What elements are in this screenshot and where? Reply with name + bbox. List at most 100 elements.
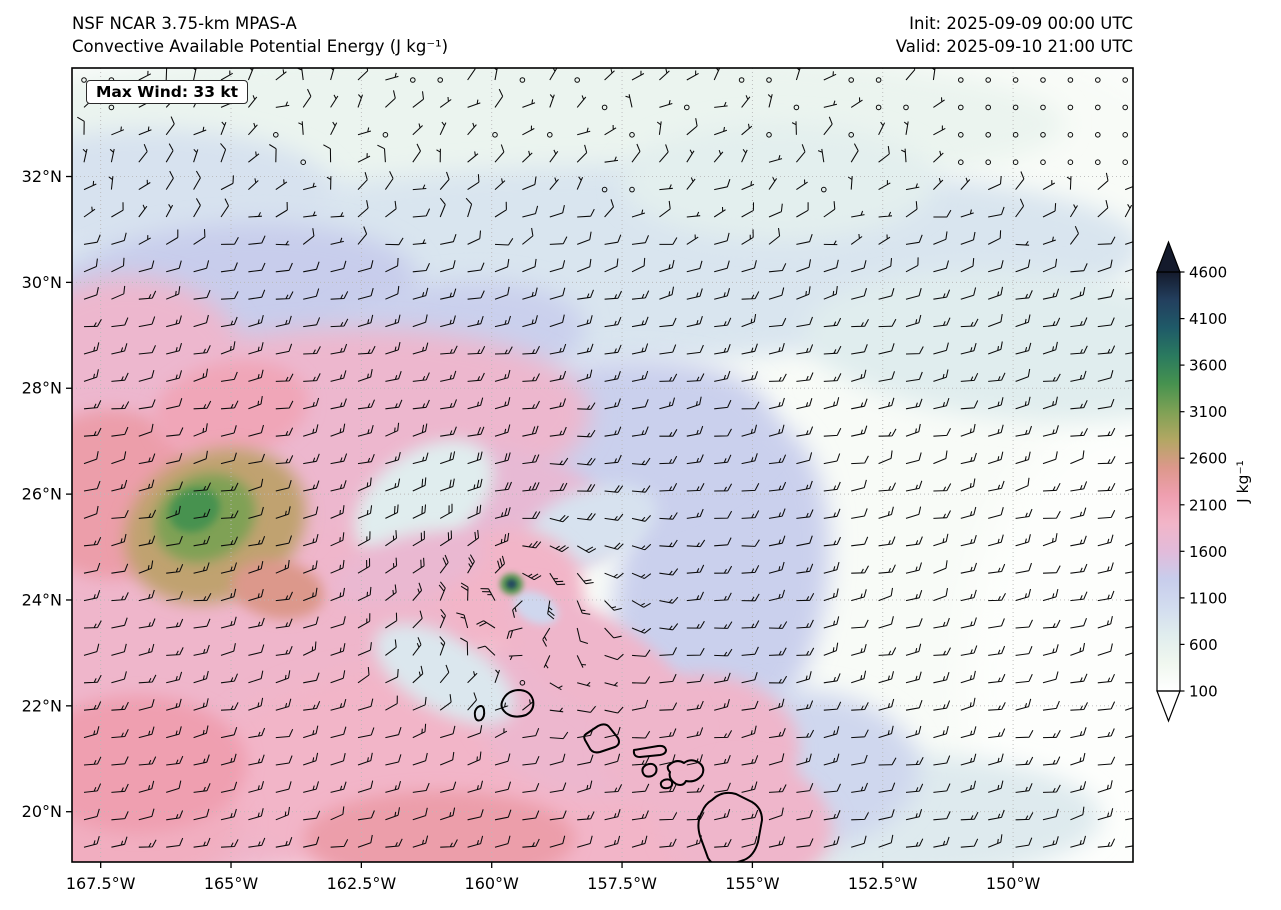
gridlines <box>72 68 1133 862</box>
calm-wind-circle <box>766 132 772 138</box>
y-tick-label: 32°N <box>22 167 62 186</box>
x-tick-label: 162.5°W <box>327 874 397 893</box>
colorbar-tick-label: 2100 <box>1189 496 1227 514</box>
cape-blob <box>169 487 220 533</box>
calm-wind-circle <box>1012 159 1019 165</box>
time-block: Init: 2025-09-09 00:00 UTC Valid: 2025-0… <box>733 12 1133 58</box>
cape-blob <box>622 123 935 240</box>
calm-wind-circle <box>848 77 855 83</box>
calm-wind-circle <box>1122 132 1128 138</box>
calm-wind-circle <box>1122 159 1128 165</box>
calm-wind-circle <box>108 104 115 111</box>
coastlines <box>473 689 763 862</box>
colorbar-tick-label: 3600 <box>1189 357 1227 375</box>
colorbar: 100 600 1100 1600 2100 2600 3100 3600 4100 4600 J … <box>1156 240 1252 723</box>
calm-wind-circle <box>985 132 992 138</box>
colorbar-gradient <box>1157 272 1180 691</box>
x-tick-label: 157.5°W <box>587 874 657 893</box>
calm-wind-circle <box>821 186 827 193</box>
calm-wind-circle <box>547 132 553 138</box>
cape-blob <box>231 559 325 620</box>
y-tick-label: 20°N <box>22 802 62 821</box>
plot-frame <box>71 67 1134 863</box>
calm-wind-circle <box>738 77 745 83</box>
calm-wind-circle <box>958 159 964 165</box>
island-maui-outline <box>666 759 705 786</box>
colorbar-tick-label: 1600 <box>1189 543 1227 561</box>
calm-wind-circle <box>985 104 992 111</box>
island-kahoolawe-outline <box>659 778 674 790</box>
calm-wind-circle <box>875 104 882 111</box>
island-kauai-outline <box>500 689 535 718</box>
calm-wind-circle <box>684 104 690 111</box>
calm-wind-circle <box>875 77 882 83</box>
calm-wind-circle <box>300 159 307 165</box>
x-tick-label: 165°W <box>204 874 259 893</box>
colorbar-tick-label: 4100 <box>1189 310 1227 328</box>
calm-wind-circle <box>1067 77 1074 83</box>
calm-wind-circle <box>574 77 581 83</box>
island-lanai-outline <box>641 762 658 778</box>
calm-wind-circle <box>1095 159 1101 165</box>
calm-wind-circle <box>1012 104 1019 111</box>
y-tick-label: 22°N <box>22 696 62 715</box>
calm-wind-circle <box>1012 77 1019 83</box>
wind-barb-layer <box>77 68 1133 848</box>
calm-wind-circle <box>903 104 909 111</box>
colorbar-tick-label: 3100 <box>1189 403 1227 421</box>
calm-wind-circle <box>601 104 608 111</box>
colorbar-tick-label: 600 <box>1189 636 1218 654</box>
cape-blob <box>332 531 485 605</box>
calm-wind-circle <box>629 132 635 138</box>
colorbar-tick-label: 100 <box>1189 683 1218 701</box>
cape-blob <box>506 579 517 589</box>
calm-wind-circle <box>958 77 964 83</box>
max-wind-label: Max Wind: 33 kt <box>96 83 239 101</box>
init-time: Init: 2025-09-09 00:00 UTC <box>909 14 1133 33</box>
calm-wind-circle <box>1040 159 1046 165</box>
calm-wind-circle <box>848 132 855 138</box>
calm-wind-circle <box>1122 104 1128 111</box>
model-title: NSF NCAR 3.75-km MPAS-A <box>72 14 297 33</box>
y-tick-label: 24°N <box>22 591 62 610</box>
wind-barbs <box>77 68 1133 848</box>
cape-blob <box>966 414 1133 862</box>
calm-wind-circle <box>519 77 526 83</box>
colorbar-tick-label: 4600 <box>1189 264 1227 282</box>
title-block: NSF NCAR 3.75-km MPAS-A Convective Avail… <box>72 12 448 58</box>
calm-wind-circle <box>437 77 444 83</box>
calm-wind-circle <box>985 77 992 83</box>
colorbar-extend-min-arrow <box>1156 690 1181 723</box>
island-niihau-outline <box>473 705 486 722</box>
cape-blob <box>374 623 516 725</box>
axes: 167.5°W 165°W 162.5°W 160°W 157.5°W 155°W 152.… <box>22 67 1134 893</box>
island-molokai-outline <box>632 744 667 758</box>
calm-wind-circle <box>273 132 279 138</box>
cape-fill-layer <box>72 68 1133 862</box>
y-tick-label: 28°N <box>22 379 62 398</box>
calm-wind-circle <box>601 186 608 193</box>
colorbar-extend-max-arrow <box>1156 240 1181 273</box>
cape-blob <box>304 790 576 862</box>
y-tick-label: 30°N <box>22 273 62 292</box>
valid-time: Valid: 2025-09-10 21:00 UTC <box>895 37 1133 56</box>
calm-wind-circle <box>1067 104 1074 111</box>
calm-wind-circle <box>1095 104 1101 111</box>
cape-blob <box>72 695 247 833</box>
calm-wind-circle <box>985 159 992 165</box>
calm-wind-circle <box>1040 132 1046 138</box>
calm-wind-circle <box>766 77 772 83</box>
calm-wind-circle <box>1067 132 1074 138</box>
calm-wind-circle <box>1095 132 1101 138</box>
calm-wind-circle <box>81 77 87 83</box>
x-tick-label: 167.5°W <box>66 874 136 893</box>
calm-wind-circle <box>958 104 964 111</box>
calm-wind-circle <box>793 104 800 111</box>
calm-wind-circle <box>958 132 964 138</box>
y-tick-label: 26°N <box>22 485 62 504</box>
island-oahu-outline <box>583 723 620 754</box>
colorbar-tick-label: 2600 <box>1189 450 1227 468</box>
island-hawaii-outline <box>697 791 763 862</box>
calm-wind-circle <box>492 132 498 138</box>
